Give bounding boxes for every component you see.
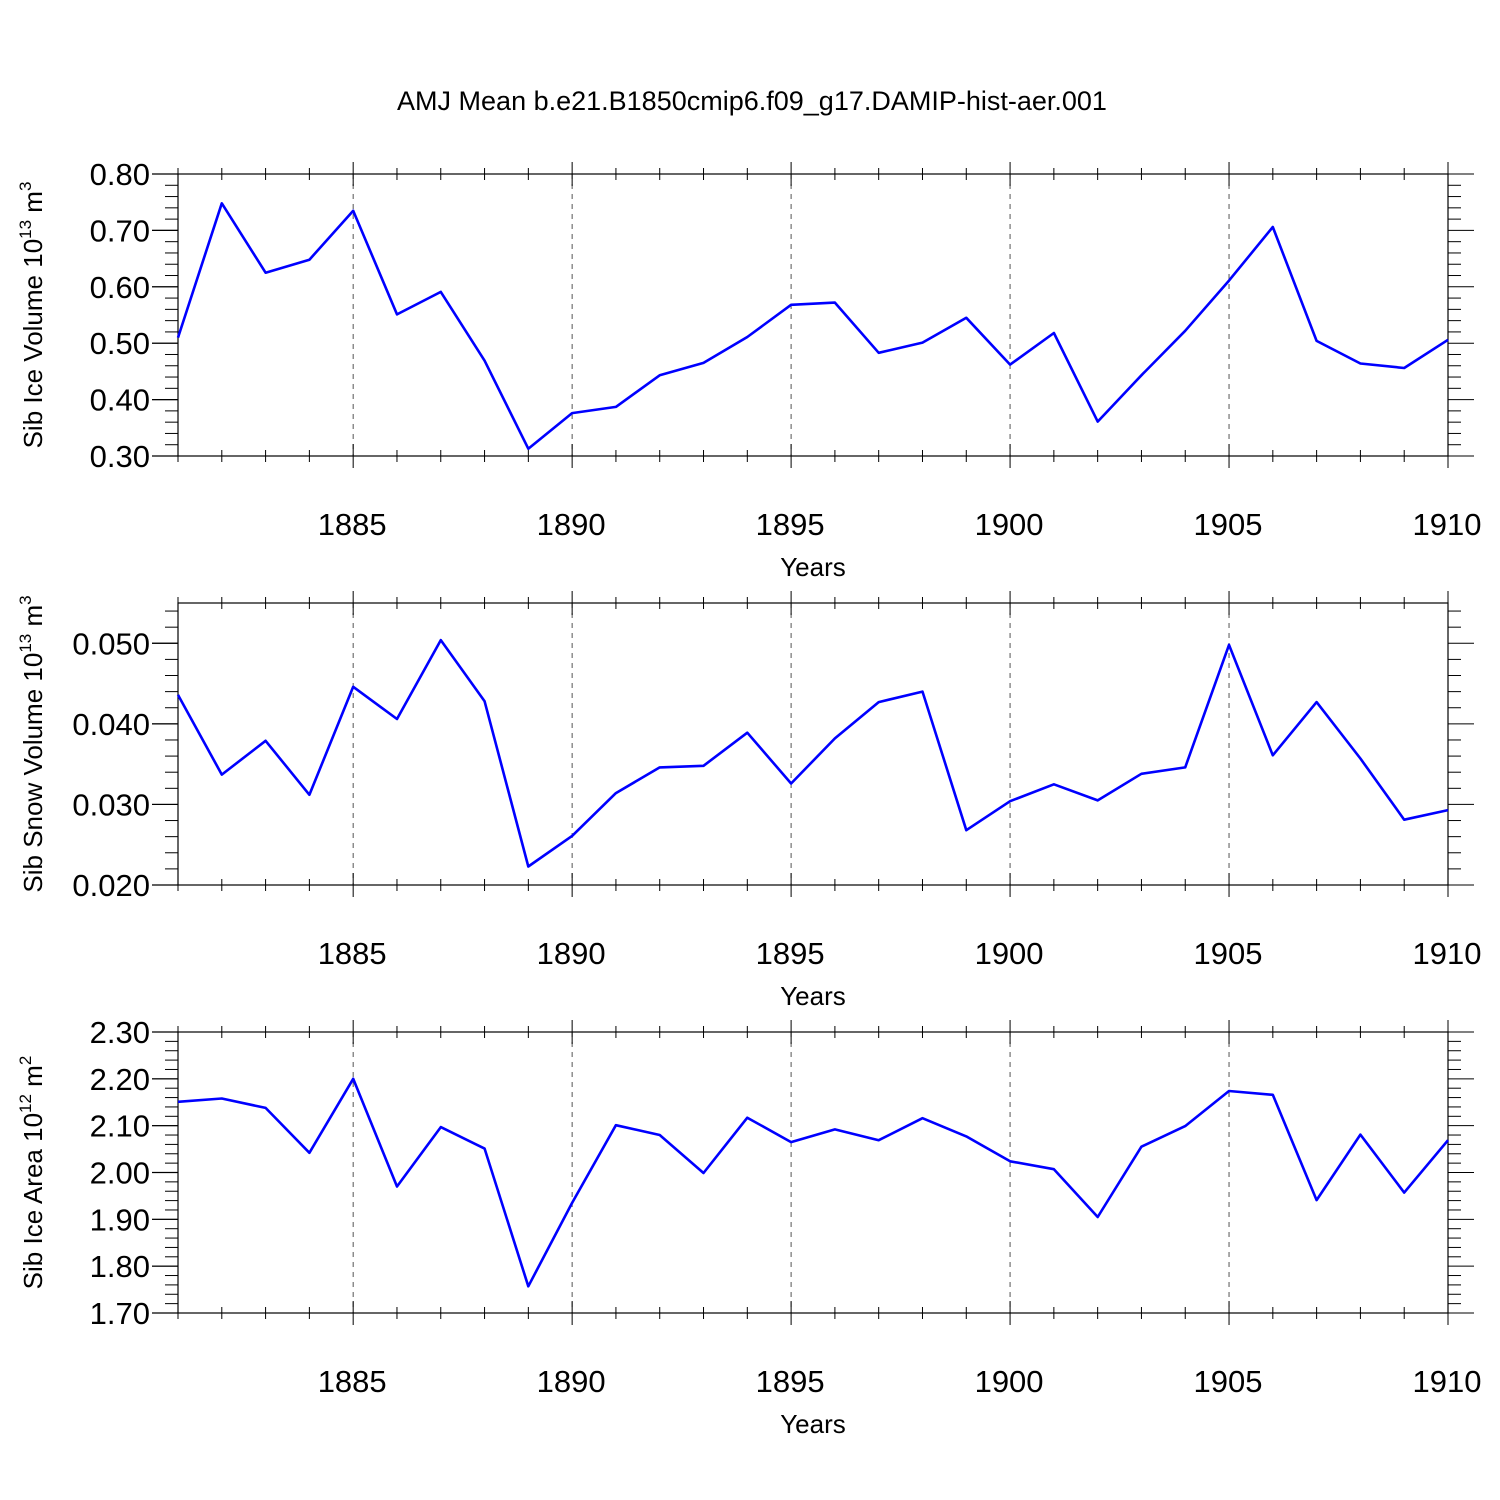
x-tick-label: 1885 <box>318 1364 387 1399</box>
y-tick-label: 0.050 <box>72 626 150 661</box>
x-tick-label: 1905 <box>1194 1364 1263 1399</box>
series-line <box>176 202 1449 451</box>
y-tick-label: 2.20 <box>90 1062 150 1097</box>
x-tick-label: 1890 <box>537 507 606 542</box>
x-tick-label: 1885 <box>318 936 387 971</box>
x-tick-label: 1910 <box>1413 936 1482 971</box>
chart-panel-3: 1.70 1.80 1.90 2.00 2.10 2.20 2.30 1885 1890 1895… <box>16 1015 1481 1439</box>
y-tick-label: 1.90 <box>90 1202 150 1237</box>
y-tick-label: 0.020 <box>72 868 150 903</box>
y-tick-label: 1.80 <box>90 1249 150 1284</box>
series-line <box>177 1077 1449 1288</box>
y-axis-label: Sib Ice Area 1012 m2 <box>16 1056 48 1290</box>
y-tick-label: 0.70 <box>90 213 150 248</box>
y-tick-label: 0.40 <box>90 383 150 418</box>
y-tick-label: 2.00 <box>90 1156 150 1191</box>
x-tick-label: 1910 <box>1413 1364 1482 1399</box>
x-axis-label: Years <box>780 552 846 582</box>
x-tick-label: 1890 <box>537 936 606 971</box>
y-tick-label: 2.10 <box>90 1109 150 1144</box>
x-tick-label: 1900 <box>975 507 1044 542</box>
x-axis-label: Years <box>780 981 846 1011</box>
figure-title: AMJ Mean b.e21.B1850cmip6.f09_g17.DAMIP-… <box>397 86 1107 116</box>
chart-panel-1: 0.30 0.40 0.50 0.60 0.70 0.80 1885 1890 1895 1900… <box>16 157 1481 582</box>
series-line <box>176 638 1449 868</box>
y-axis-label: Sib Ice Volume 1013 m3 <box>16 182 48 449</box>
y-axis-label: Sib Snow Volume 1013 m3 <box>16 595 48 892</box>
y-tick-label: 0.040 <box>72 707 150 742</box>
x-tick-label: 1895 <box>756 1364 825 1399</box>
y-tick-label: 2.30 <box>90 1015 150 1050</box>
y-tick-label: 0.60 <box>90 270 150 305</box>
x-tick-label: 1885 <box>318 507 387 542</box>
plot-frame <box>177 1031 1449 1314</box>
chart-panel-2: 0.020 0.030 0.040 0.050 1885 1890 1895 1900 1905… <box>16 591 1481 1011</box>
y-tick-label: 0.030 <box>72 787 150 822</box>
plot-frame <box>177 602 1449 886</box>
x-tick-label: 1910 <box>1413 507 1482 542</box>
plot-frame <box>177 173 1449 457</box>
y-tick-label: 1.70 <box>90 1296 150 1331</box>
x-tick-label: 1890 <box>537 1364 606 1399</box>
x-axis-label: Years <box>780 1409 846 1439</box>
x-tick-label: 1900 <box>975 936 1044 971</box>
x-tick-label: 1895 <box>756 507 825 542</box>
y-tick-label: 0.50 <box>90 326 150 361</box>
x-tick-label: 1900 <box>975 1364 1044 1399</box>
y-tick-label: 0.80 <box>90 157 150 192</box>
x-tick-label: 1905 <box>1194 936 1263 971</box>
x-tick-label: 1905 <box>1194 507 1263 542</box>
x-tick-label: 1895 <box>756 936 825 971</box>
y-tick-label: 0.30 <box>90 439 150 474</box>
panels: 0.30 0.40 0.50 0.60 0.70 0.80 1885 1890 1895 1900… <box>16 157 1481 1439</box>
